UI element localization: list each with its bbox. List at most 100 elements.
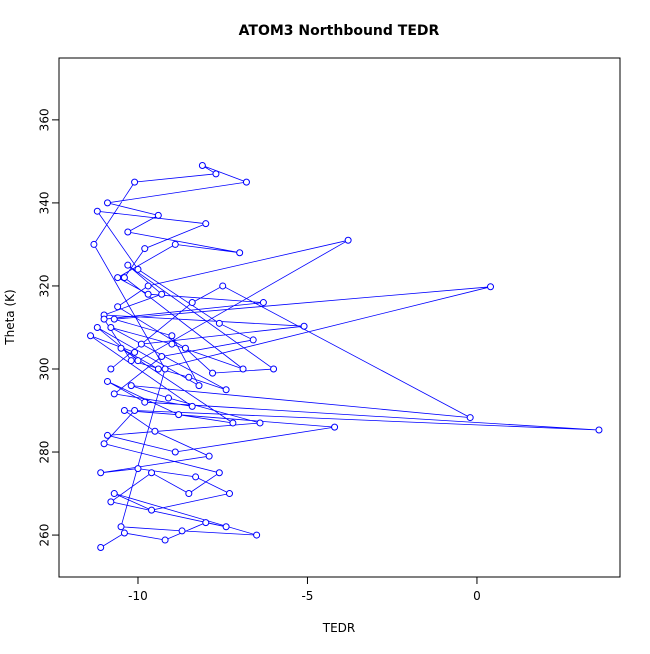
x-tick-label: -10 (128, 589, 148, 603)
y-tick-label: 280 (38, 441, 52, 464)
data-point (144, 290, 152, 298)
data-point (134, 357, 142, 365)
data-point (127, 382, 135, 390)
data-point (110, 490, 118, 498)
data-point (144, 282, 152, 290)
x-axis-label: TEDR (322, 621, 356, 635)
data-point (226, 490, 234, 498)
data-point (114, 274, 122, 282)
data-point (202, 519, 210, 527)
y-tick-label: 260 (38, 524, 52, 547)
data-point (249, 336, 257, 344)
data-point (131, 407, 139, 415)
data-point (124, 228, 132, 236)
data-point (171, 448, 179, 456)
data-point (154, 211, 162, 219)
data-point (215, 469, 223, 477)
data-point (161, 365, 169, 373)
plot-frame (58, 57, 621, 578)
data-point (141, 245, 149, 253)
data-point (151, 427, 159, 435)
data-point (103, 199, 111, 207)
data-point (154, 365, 162, 373)
data-point (185, 490, 193, 498)
data-point (134, 265, 142, 273)
data-point (97, 469, 105, 477)
data-point (100, 315, 108, 323)
x-tick-label: 0 (473, 589, 481, 603)
data-point (171, 240, 179, 248)
data-point (222, 386, 230, 394)
y-axis-label: Theta (K) (3, 289, 17, 345)
data-point (256, 419, 264, 427)
data-point (168, 332, 176, 340)
data-point (164, 394, 172, 402)
data-point (120, 407, 128, 415)
x-tick-label: -5 (301, 589, 313, 603)
data-point (120, 274, 128, 282)
data-point (168, 340, 176, 348)
data-point (198, 162, 206, 170)
data-point (110, 315, 118, 323)
data-point (188, 402, 196, 410)
data-point (103, 431, 111, 439)
data-point (487, 283, 495, 291)
data-point (141, 398, 149, 406)
data-point (110, 390, 118, 398)
data-point (131, 348, 139, 356)
data-point (134, 465, 142, 473)
data-point (229, 419, 237, 427)
data-point (300, 322, 308, 330)
data-point (148, 469, 156, 477)
data-point (117, 344, 125, 352)
data-point (212, 170, 220, 178)
data-point (131, 178, 139, 186)
data-point (236, 249, 244, 257)
data-point (185, 373, 193, 381)
data-point (97, 544, 105, 552)
y-tick-label: 300 (38, 358, 52, 381)
y-tick-label: 360 (38, 108, 52, 131)
data-point (148, 506, 156, 514)
data-point (239, 365, 247, 373)
data-point (137, 340, 145, 348)
data-point (259, 299, 267, 307)
data-point (158, 290, 166, 298)
data-point (120, 529, 128, 537)
data-point (595, 426, 603, 434)
y-tick-label: 340 (38, 191, 52, 214)
data-point (107, 323, 115, 331)
data-point (205, 452, 213, 460)
data-point (209, 369, 217, 377)
y-tick-label: 320 (38, 274, 52, 297)
data-point (100, 440, 108, 448)
data-point (90, 240, 98, 248)
data-line (90, 165, 600, 548)
data-point (107, 498, 115, 506)
data-point (195, 382, 203, 390)
data-point (188, 299, 196, 307)
data-point (331, 423, 339, 431)
data-point (103, 377, 111, 385)
data-point (178, 527, 186, 535)
data-point (114, 303, 122, 311)
data-point (344, 236, 352, 244)
data-point (215, 319, 223, 327)
data-point (270, 365, 278, 373)
data-point (93, 207, 101, 215)
data-point (117, 523, 125, 531)
data-point (161, 536, 169, 544)
data-point (181, 344, 189, 352)
chart-title: ATOM3 Northbound TEDR (239, 23, 440, 39)
data-point (466, 414, 474, 422)
data-point (93, 323, 101, 331)
data-point (127, 357, 135, 365)
data-point (253, 531, 261, 539)
data-point (242, 178, 250, 186)
data-point (202, 220, 210, 228)
data-point (158, 353, 166, 361)
data-point (124, 261, 132, 269)
data-point (87, 332, 95, 340)
